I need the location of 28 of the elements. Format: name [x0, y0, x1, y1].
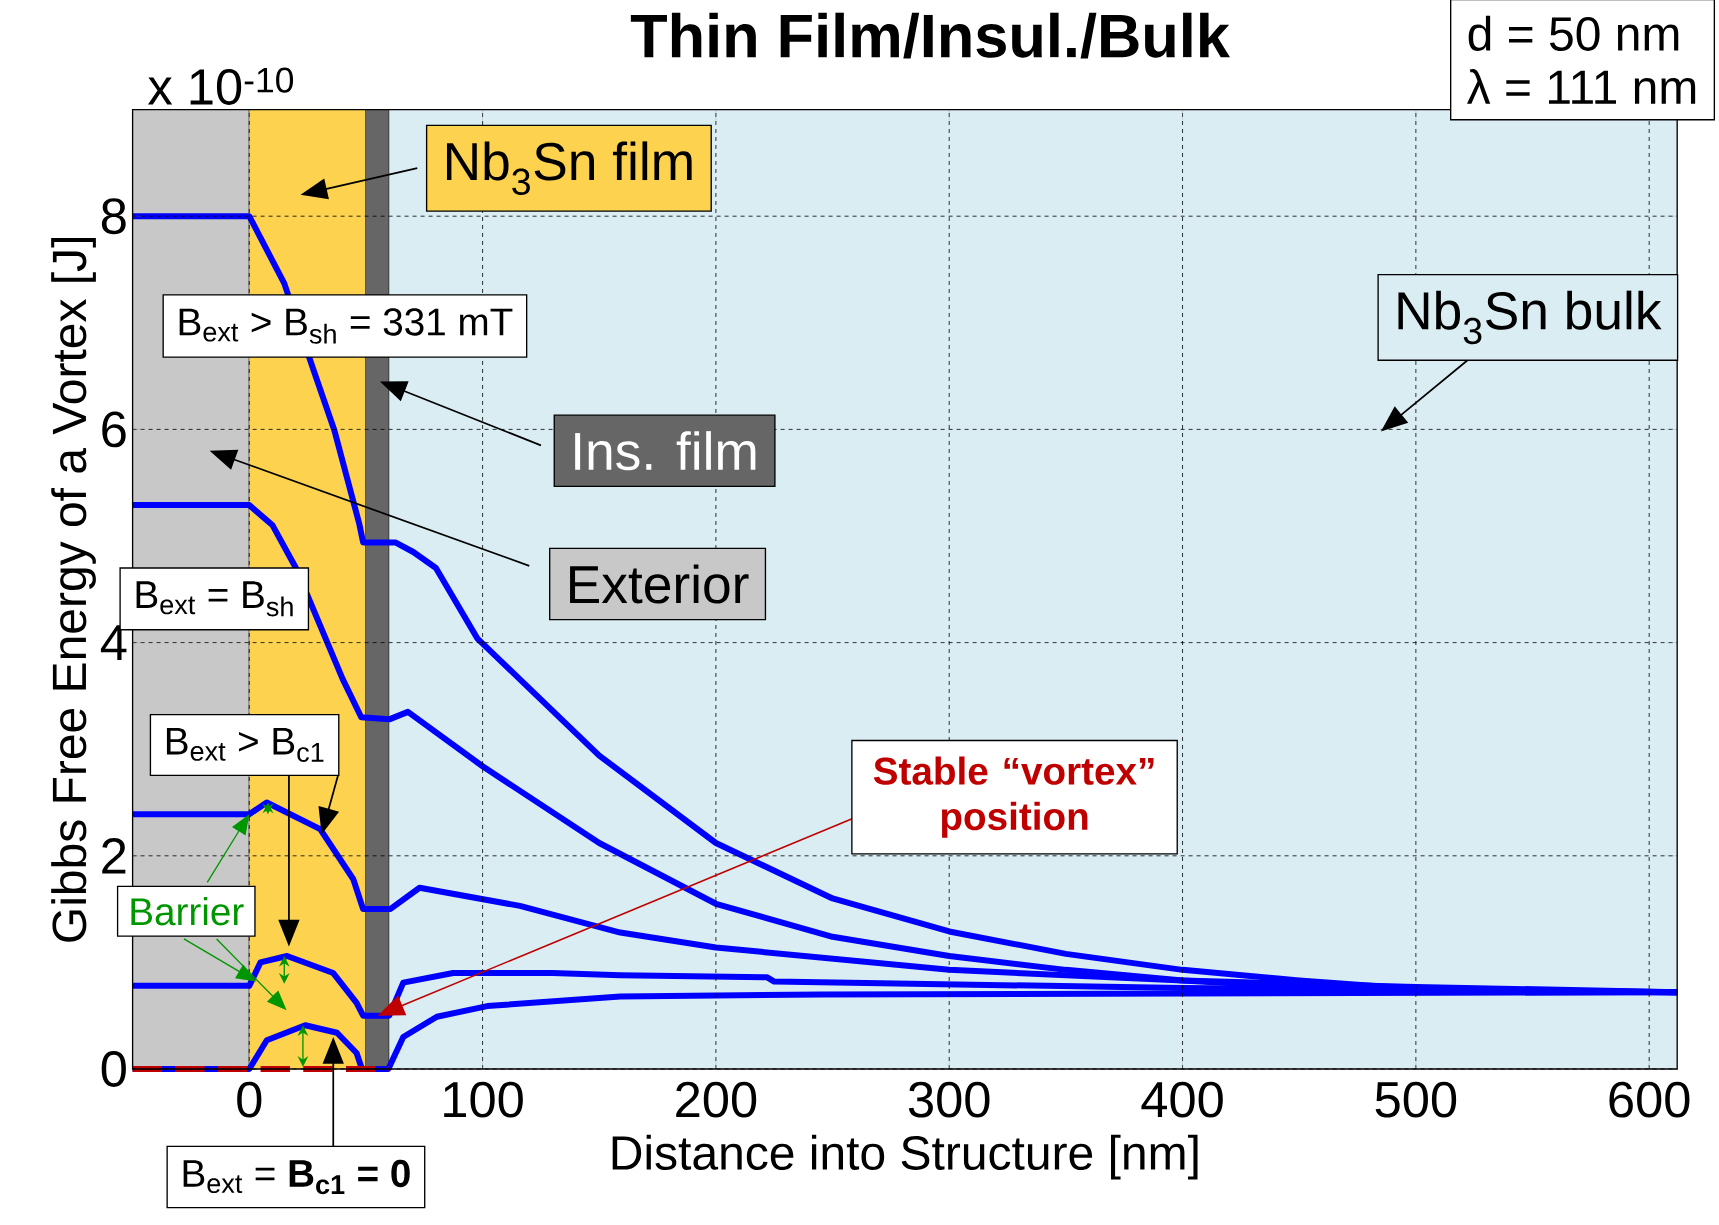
annotation: B$_{ext}$ > B$_{c1}$ — [166, 727, 324, 762]
annotation: Stable “vortex” position — [873, 756, 1154, 838]
y-tick-label: 2 — [102, 838, 126, 874]
text: B$_{ext}$ = B$_{c1}$ = 0 — [183, 1159, 410, 1195]
annotation: Nb$_{3}$Sn film — [446, 141, 692, 196]
x-tick-label: 100 — [444, 1081, 523, 1118]
y-axis-title: Gibbs Free Energy of a Vortex [J] — [51, 237, 96, 942]
x-axis-title: Distance into Structure [nm] — [612, 1134, 1198, 1180]
annotation: B$_{ext}$ > B$_{sh}$ = 331 mT — [179, 308, 513, 344]
text: d = 50 nm — [1468, 15, 1679, 51]
x-tick-label: 400 — [1141, 1081, 1223, 1118]
annotation: Barrier — [131, 897, 244, 926]
y-tick-label: 4 — [100, 625, 127, 661]
annotation: Ins. film — [575, 431, 756, 471]
x-tick-label: 200 — [676, 1081, 757, 1118]
x-tick-label: 500 — [1375, 1081, 1457, 1118]
annotation: Nb$_{3}$Sn bulk — [1398, 290, 1662, 345]
annotation: Exterior — [570, 564, 749, 604]
x-tick-label: 600 — [1609, 1081, 1690, 1118]
text: λ = 111 nm — [1467, 68, 1696, 104]
text: x 10$^{-10}$ — [147, 67, 294, 105]
x-tick-label: 0 — [237, 1081, 262, 1118]
y-tick-label: 6 — [102, 411, 126, 448]
annotation: B$_{ext}$ = B$_{sh}$ — [136, 581, 293, 617]
y-tick-label: 8 — [101, 198, 126, 235]
chart-title: Thin Film/Insul./Bulk — [630, 12, 1230, 59]
x-tick-label: 300 — [908, 1081, 990, 1118]
y-tick-label: 0 — [101, 1051, 126, 1087]
